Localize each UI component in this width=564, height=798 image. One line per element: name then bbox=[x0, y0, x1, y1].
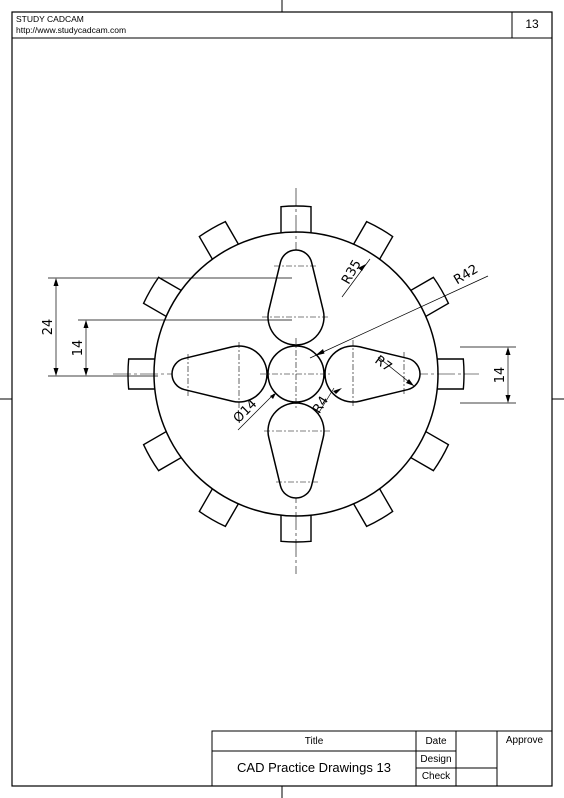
dim-14-right: 14 bbox=[493, 367, 508, 384]
tear-slot bbox=[171, 345, 268, 403]
approve-label: Approve bbox=[505, 735, 544, 746]
tear-slots bbox=[171, 249, 421, 499]
tear-slot bbox=[324, 345, 421, 403]
check-label: Check bbox=[421, 771, 451, 782]
slot-centerlines bbox=[187, 265, 405, 483]
dimension-arrows bbox=[53, 264, 511, 403]
company-website[interactable]: http://www.studycadcam.com bbox=[16, 25, 127, 35]
dim-14-left: 14 bbox=[71, 340, 86, 357]
hole-centerlines bbox=[260, 338, 332, 410]
design-label: Design bbox=[420, 754, 452, 765]
title-label: Title bbox=[304, 736, 324, 747]
tear-slot bbox=[267, 402, 325, 499]
drawing-title: CAD Practice Drawings 13 bbox=[237, 760, 391, 775]
dim-24: 24 bbox=[41, 319, 56, 336]
dim-r42: R42 bbox=[451, 262, 481, 288]
tear-slot bbox=[267, 249, 325, 346]
dimension-lines bbox=[48, 258, 516, 431]
date-label: Date bbox=[425, 736, 447, 747]
page-number: 13 bbox=[525, 17, 539, 31]
title-block bbox=[211, 730, 553, 787]
company-name: STUDY CADCAM bbox=[16, 14, 84, 24]
gear-drawing bbox=[113, 188, 479, 574]
header-lines bbox=[12, 12, 552, 39]
